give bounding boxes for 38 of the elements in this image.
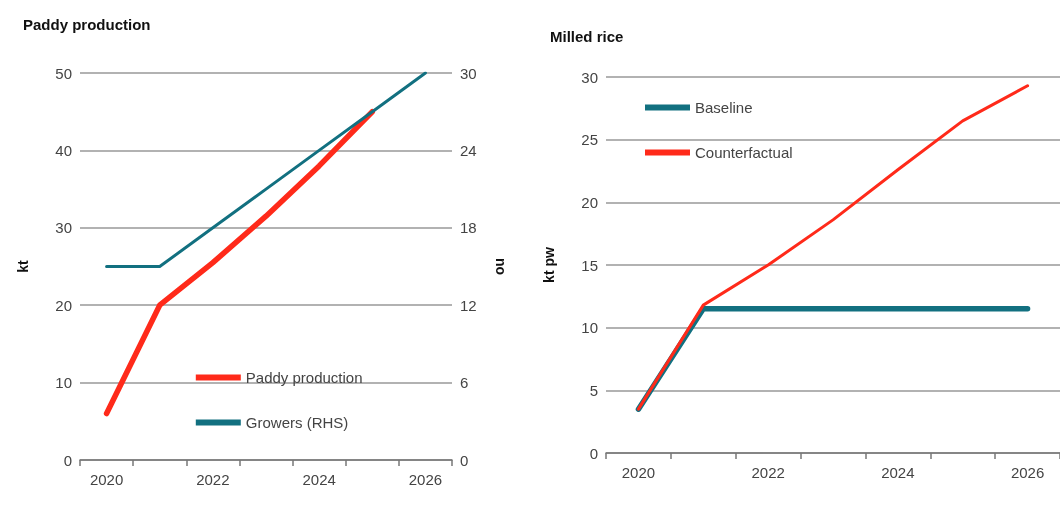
y-tick-label: 30 xyxy=(55,219,72,237)
y2-tick-label: 30 xyxy=(460,64,477,82)
chart-title: Paddy production xyxy=(23,16,151,33)
y-axis-title: kt xyxy=(15,259,31,273)
y-tick-label: 50 xyxy=(55,64,72,82)
x-tick-label: 2020 xyxy=(621,464,656,481)
x-tick-label: 2024 xyxy=(881,464,915,481)
y2-tick-label: 24 xyxy=(460,141,477,159)
legend-label: Baseline xyxy=(695,99,753,116)
y-tick-label: 0 xyxy=(63,451,72,469)
y-tick-label: 5 xyxy=(589,381,598,399)
y-tick-label: 20 xyxy=(55,296,72,314)
y-tick-label: 25 xyxy=(581,131,598,149)
line-series xyxy=(105,71,427,268)
y-tick-label: 30 xyxy=(581,68,598,86)
x-tick-label: 2020 xyxy=(89,471,124,488)
x-tick-label: 2026 xyxy=(1010,464,1045,481)
y2-tick-label: 12 xyxy=(460,296,477,314)
y-axis-title: kt pw xyxy=(541,247,557,283)
y-tick-label: 10 xyxy=(581,319,598,337)
y2-axis-title: no xyxy=(493,257,509,276)
line-series xyxy=(636,84,1030,411)
y-tick-label: 40 xyxy=(55,141,72,159)
x-tick-label: 2022 xyxy=(196,471,230,488)
y-tick-label: 10 xyxy=(55,374,72,392)
x-tick-label: 2026 xyxy=(408,471,443,488)
y-tick-label: 0 xyxy=(589,444,598,462)
x-tick-label: 2022 xyxy=(751,464,785,481)
y-tick-label: 15 xyxy=(581,256,598,274)
legend-label: Paddy production xyxy=(245,369,363,386)
y2-tick-label: 6 xyxy=(460,374,469,392)
x-tick-label: 2024 xyxy=(302,471,336,488)
y2-tick-label: 0 xyxy=(460,451,469,469)
y2-tick-label: 18 xyxy=(460,219,477,237)
y-tick-label: 20 xyxy=(581,193,598,211)
chart-title: Milled rice xyxy=(550,28,624,45)
legend-label: Growers (RHS) xyxy=(245,414,349,431)
legend-label: Counterfactual xyxy=(695,144,793,161)
